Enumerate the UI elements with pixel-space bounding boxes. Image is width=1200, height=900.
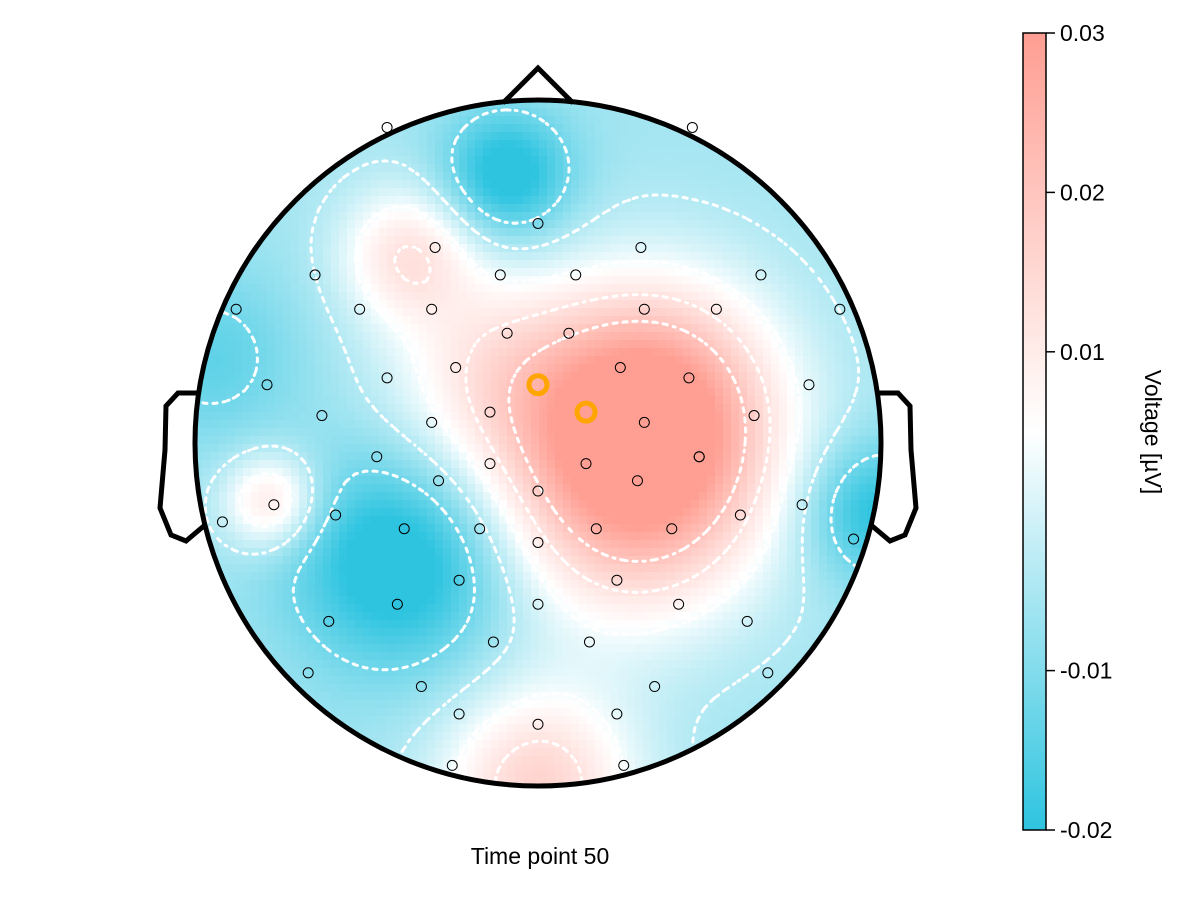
electrode-marker <box>618 759 630 771</box>
electrode-marker <box>734 509 746 521</box>
electrode-marker <box>741 615 753 627</box>
electrode-marker <box>532 217 544 229</box>
head-outline <box>192 97 884 789</box>
colorbar-ticks: 0.03 0.02 0.01 -0.01 -0.02 <box>1046 20 1112 843</box>
electrode-marker <box>487 636 499 648</box>
colorbar-tick-label: -0.02 <box>1060 817 1112 843</box>
electrode-marker <box>415 681 427 693</box>
electrode-marker <box>230 303 242 315</box>
electrode-marker <box>371 451 383 463</box>
highlighted-electrodes <box>526 373 598 424</box>
left-ear <box>157 390 207 544</box>
contour-lines <box>195 108 881 786</box>
electrode-marker <box>532 718 544 730</box>
electrode-marker <box>261 379 273 391</box>
electrode-marker <box>323 615 335 627</box>
electrode-marker <box>453 708 465 720</box>
electrode-marker <box>433 475 445 487</box>
contour-line <box>393 245 772 786</box>
electrode-marker <box>501 327 513 339</box>
electrode-marker <box>614 362 626 374</box>
time-point-caption: Time point 50 <box>471 843 610 869</box>
electrode-marker <box>638 303 650 315</box>
right-ear <box>869 390 919 544</box>
colorbar-tick-label: 0.01 <box>1060 339 1105 365</box>
electrode-marker <box>474 523 486 535</box>
contour-line <box>507 319 748 563</box>
electrode-marker <box>848 533 860 545</box>
highlighted-electrode-marker <box>574 400 598 424</box>
electrode-marker <box>710 303 722 315</box>
electrode-marker <box>532 536 544 548</box>
electrode-marker <box>532 598 544 610</box>
electrode-marker <box>316 410 328 422</box>
contour-line <box>237 205 802 786</box>
electrode-marker <box>683 372 695 384</box>
electrode-marker <box>611 574 623 586</box>
electrode-marker <box>762 667 774 679</box>
electrode-marker <box>484 458 496 470</box>
electrode-marker <box>268 499 280 511</box>
electrode-marker <box>302 667 314 679</box>
electrode-marker <box>796 499 808 511</box>
electrode-marker <box>494 269 506 281</box>
electrode-marker <box>748 410 760 422</box>
electrode-marker <box>453 574 465 586</box>
electrode-marker <box>426 303 438 315</box>
electrode-marker <box>398 523 410 535</box>
electrode-marker <box>381 372 393 384</box>
electrode-marker <box>450 362 462 374</box>
electrode-marker <box>563 327 575 339</box>
colorbar-gradient <box>1022 32 1047 831</box>
colorbar-tick-label: 0.02 <box>1060 179 1105 205</box>
electrode-marker <box>638 416 650 428</box>
electrode-marker <box>580 458 592 470</box>
colorbar: 0.03 0.02 0.01 -0.01 -0.02 Voltage [µV] <box>1022 20 1166 843</box>
electrode-marker <box>834 303 846 315</box>
electrode-marker <box>590 523 602 535</box>
electrode-marker <box>803 379 815 391</box>
electrode-marker <box>611 708 623 720</box>
highlighted-electrode-marker <box>526 373 550 397</box>
electrode-marker <box>354 303 366 315</box>
colorbar-tick-label: 0.03 <box>1060 20 1105 46</box>
colorbar-label: Voltage [µV] <box>1140 370 1166 495</box>
electrode-marker <box>532 485 544 497</box>
electrode-marker <box>446 759 458 771</box>
electrode-marker <box>426 416 438 428</box>
electrode-marker <box>686 121 698 133</box>
electrode-marker <box>666 523 678 535</box>
electrode-marker <box>391 598 403 610</box>
electrode-markers <box>216 121 860 771</box>
electrode-marker <box>673 598 685 610</box>
electrode-marker <box>755 269 767 281</box>
colorbar-tick-label: -0.01 <box>1060 658 1112 684</box>
electrode-marker <box>429 241 441 253</box>
electrode-marker <box>693 451 705 463</box>
contour-line <box>203 159 861 786</box>
electrode-marker <box>309 269 321 281</box>
electrode-marker <box>570 269 582 281</box>
electrode-marker <box>216 516 228 528</box>
electrode-marker <box>649 681 661 693</box>
electrode-marker <box>381 121 393 133</box>
electrode-marker <box>635 241 647 253</box>
electrode-marker <box>583 636 595 648</box>
nose <box>501 64 575 105</box>
electrode-marker <box>484 406 496 418</box>
electrode-marker <box>330 509 342 521</box>
electrode-marker <box>631 475 643 487</box>
